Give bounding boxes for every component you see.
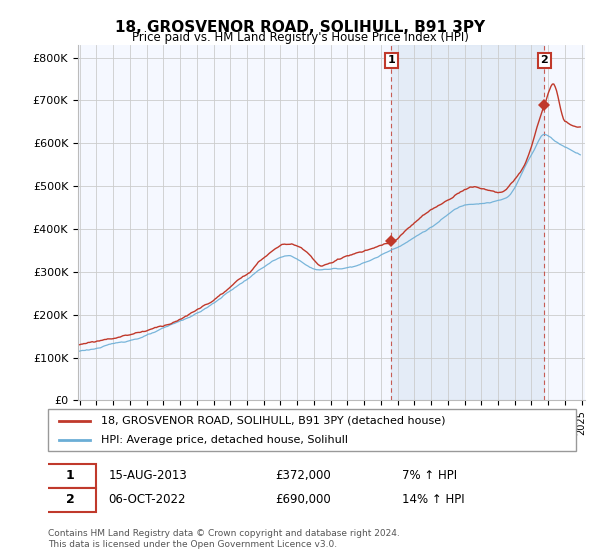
Text: £690,000: £690,000 — [275, 493, 331, 506]
Text: HPI: Average price, detached house, Solihull: HPI: Average price, detached house, Soli… — [101, 435, 348, 445]
Text: 1: 1 — [388, 55, 395, 66]
FancyBboxPatch shape — [48, 409, 576, 451]
Text: 7% ↑ HPI: 7% ↑ HPI — [402, 469, 457, 482]
Text: Price paid vs. HM Land Registry's House Price Index (HPI): Price paid vs. HM Land Registry's House … — [131, 31, 469, 44]
Text: 2: 2 — [66, 493, 74, 506]
Text: 15-AUG-2013: 15-AUG-2013 — [109, 469, 187, 482]
Text: 06-OCT-2022: 06-OCT-2022 — [109, 493, 186, 506]
FancyBboxPatch shape — [46, 464, 95, 488]
Text: 14% ↑ HPI: 14% ↑ HPI — [402, 493, 464, 506]
Text: £372,000: £372,000 — [275, 469, 331, 482]
Text: 2: 2 — [540, 55, 548, 66]
Text: 18, GROSVENOR ROAD, SOLIHULL, B91 3PY (detached house): 18, GROSVENOR ROAD, SOLIHULL, B91 3PY (d… — [101, 416, 445, 426]
Bar — [391, 45, 544, 400]
Text: 18, GROSVENOR ROAD, SOLIHULL, B91 3PY: 18, GROSVENOR ROAD, SOLIHULL, B91 3PY — [115, 20, 485, 35]
Text: Contains HM Land Registry data © Crown copyright and database right 2024.
This d: Contains HM Land Registry data © Crown c… — [48, 530, 400, 549]
Text: 1: 1 — [66, 469, 74, 482]
FancyBboxPatch shape — [46, 488, 95, 512]
